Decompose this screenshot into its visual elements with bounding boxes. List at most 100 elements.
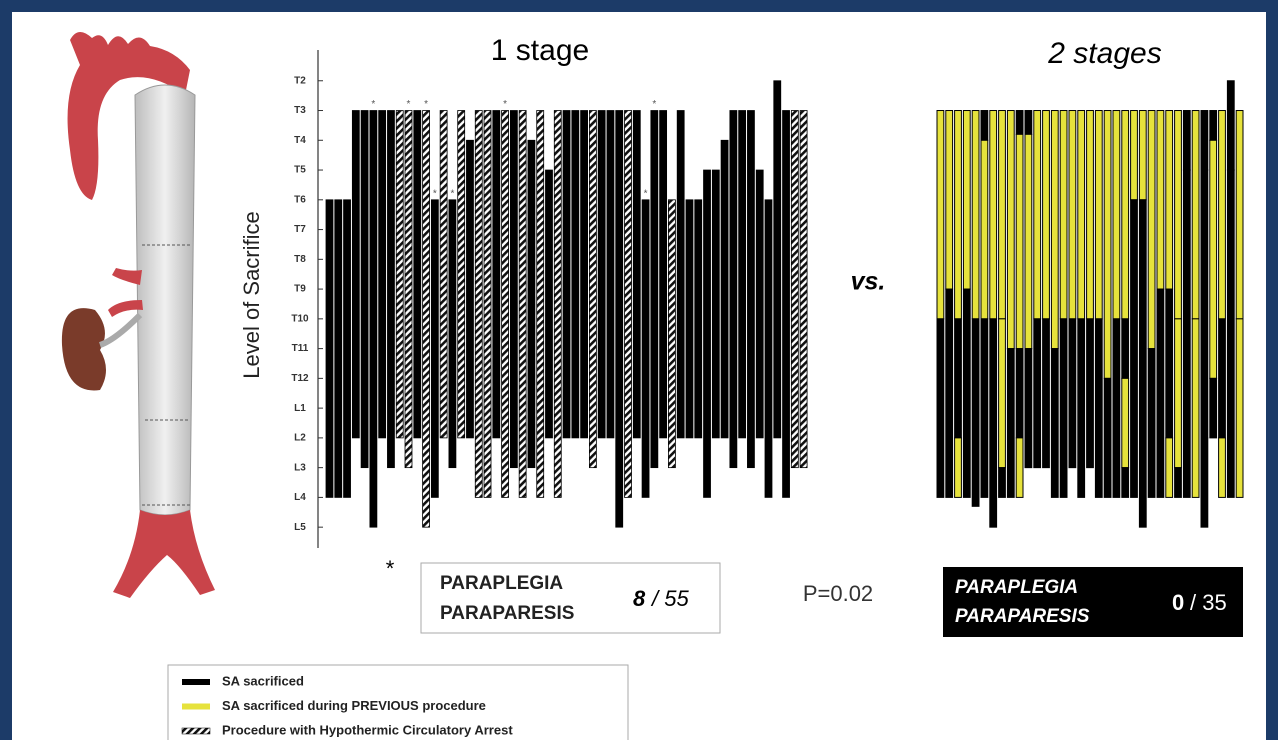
bar-segment (1122, 111, 1129, 319)
bar-segment (1175, 111, 1182, 319)
range-bar (484, 111, 491, 498)
bar-segment (1095, 319, 1102, 498)
range-bar (581, 111, 588, 438)
range-bar (730, 111, 737, 468)
bar-segment (1219, 438, 1226, 498)
range-bar (668, 200, 675, 468)
summary-total: / 35 (1190, 590, 1227, 615)
summary-line: PARAPLEGIA (440, 573, 563, 594)
bar-segment (1131, 111, 1138, 200)
y-tick-label: T7 (294, 224, 306, 235)
bar-marker: * (371, 99, 375, 110)
y-tick-label: L1 (294, 403, 306, 414)
range-bar (686, 200, 693, 438)
bar-marker: * (407, 99, 411, 110)
bar-segment (1166, 289, 1173, 438)
range-bar (572, 111, 579, 438)
range-bar (756, 170, 763, 438)
range-bar (642, 200, 649, 498)
summary-line: PARAPARESIS (955, 606, 1090, 627)
bar-segment (1122, 378, 1129, 467)
bar-segment (1175, 468, 1182, 498)
figure: 1 stage 2 stages Level of Sacrifice vs. … (0, 0, 1278, 740)
bar-segment (1016, 438, 1023, 498)
range-bar (765, 200, 772, 498)
bar-segment (1051, 111, 1058, 349)
range-bar (800, 111, 807, 468)
bar-segment (999, 319, 1006, 468)
range-bar (449, 200, 456, 468)
y-tick-label: T8 (294, 254, 306, 265)
range-bar (335, 200, 342, 498)
bar-segment (1227, 81, 1234, 170)
legend-label: SA sacrificed (222, 673, 304, 688)
y-tick-label: T3 (294, 105, 306, 116)
p-value: P=0.02 (803, 581, 873, 606)
bar-segment (981, 319, 988, 498)
bar-segment (963, 289, 970, 497)
range-bar (528, 140, 535, 467)
bar-segment (1069, 111, 1076, 319)
range-bar (387, 111, 394, 468)
bar-segment (1183, 170, 1190, 497)
bar-segment (1095, 111, 1102, 319)
bar-segment (946, 289, 953, 497)
bar-segment (1113, 111, 1120, 319)
bar-segment (1157, 289, 1164, 497)
bar-marker: * (424, 99, 428, 110)
bar-segment (1227, 170, 1234, 497)
y-tick-label: T6 (294, 194, 306, 205)
y-tick-label: T9 (294, 284, 306, 295)
range-bar (774, 81, 781, 438)
range-bar (502, 111, 509, 498)
bar-segment (1016, 349, 1023, 438)
range-bar (747, 111, 754, 468)
range-bar (370, 111, 377, 528)
range-bar (440, 111, 447, 438)
bar-segment (1157, 111, 1164, 290)
legend-swatch (182, 728, 210, 734)
bar-segment (1139, 111, 1146, 200)
bar-segment (955, 319, 962, 438)
summary-count: 8 (633, 586, 646, 611)
bar-segment (1201, 111, 1208, 171)
bar-marker: * (644, 188, 648, 199)
bar-segment (1122, 468, 1129, 498)
bar-segment (937, 319, 944, 498)
bar-segment (1078, 319, 1085, 498)
bar-segment (1087, 111, 1094, 319)
bar-segment (1210, 111, 1217, 141)
legend-swatch (182, 679, 210, 685)
bar-segment (1131, 200, 1138, 498)
bar-segment (1236, 111, 1243, 319)
range-bar (589, 111, 596, 468)
range-bar (721, 140, 728, 438)
y-axis-label: Level of Sacrifice (239, 211, 264, 379)
bar-segment (1025, 349, 1032, 468)
legend-label: Procedure with Hypothermic Circulatory A… (222, 722, 513, 737)
bar-segment (946, 111, 953, 290)
range-bar (537, 111, 544, 498)
range-bar (396, 111, 403, 438)
bar-marker: * (433, 188, 437, 199)
bar-segment (1051, 349, 1058, 498)
range-bar (414, 111, 421, 438)
range-bar (739, 111, 746, 438)
bar-segment (1060, 111, 1067, 319)
range-bar (563, 111, 570, 438)
range-bar (431, 200, 438, 498)
bar-segment (955, 438, 962, 498)
legend-label: SA sacrificed during PREVIOUS procedure (222, 698, 486, 713)
y-tick-label: T12 (291, 373, 309, 384)
bar-segment (937, 111, 944, 319)
bar-segment (1113, 319, 1120, 498)
bar-segment (1219, 319, 1226, 438)
page: {"legend": [ {"name": "SA sacrificed", "… (0, 0, 1278, 740)
range-bar (660, 111, 667, 438)
bar-segment (1192, 111, 1199, 319)
bar-segment (1192, 319, 1199, 498)
bar-segment (1087, 319, 1094, 468)
bar-segment (990, 319, 997, 527)
summary-count: 0 (1172, 590, 1184, 615)
bar-marker: * (450, 188, 454, 199)
